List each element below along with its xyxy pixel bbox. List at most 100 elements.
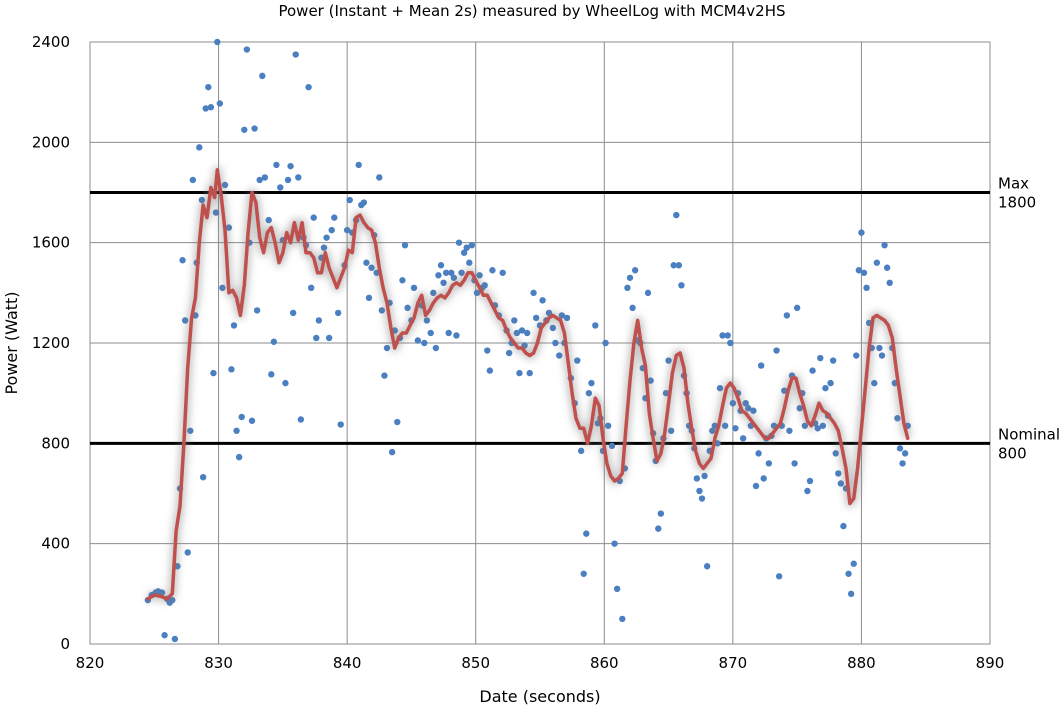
data-point (549, 324, 557, 332)
data-point (187, 427, 194, 434)
data-point (678, 282, 685, 289)
y-tick-label: 2400 (32, 33, 70, 51)
chart-title: Power (Instant + Mean 2s) measured by Wh… (278, 2, 785, 20)
y-tick-label: 1600 (32, 234, 70, 252)
data-point (511, 317, 518, 324)
data-point (858, 229, 865, 236)
data-point (448, 269, 455, 276)
data-point (259, 72, 266, 80)
data-point (289, 309, 297, 317)
data-point (608, 442, 616, 450)
data-point (631, 267, 639, 274)
data-point (588, 379, 595, 387)
data-point (307, 284, 315, 292)
data-point (863, 284, 870, 292)
data-point (613, 585, 621, 593)
data-point (611, 540, 618, 547)
data-point (468, 241, 476, 249)
data-point (253, 307, 261, 314)
data-point (755, 450, 762, 457)
data-point (365, 294, 373, 302)
data-point (256, 176, 263, 184)
data-point (437, 262, 445, 269)
data-point (619, 615, 626, 623)
data-point (243, 46, 251, 53)
data-point (273, 161, 280, 169)
data-point (806, 477, 814, 485)
reference-line-label: Max (998, 175, 1029, 193)
data-point (698, 495, 706, 502)
data-point (337, 421, 344, 428)
data-point (287, 162, 294, 170)
data-point (241, 126, 248, 133)
data-point (399, 277, 406, 284)
data-point (574, 357, 581, 364)
data-point (675, 262, 683, 269)
data-point (161, 632, 168, 639)
data-point (251, 125, 258, 132)
data-point (305, 83, 312, 91)
data-point (665, 357, 672, 364)
data-point (729, 400, 737, 407)
data-point (783, 312, 791, 319)
data-point (693, 475, 701, 482)
data-point (171, 635, 179, 643)
data-point (313, 334, 320, 342)
reference-line-value: 800 (998, 444, 1027, 462)
data-point (786, 427, 793, 434)
data-point (442, 269, 450, 276)
mean-power-line (145, 165, 912, 603)
data-point (184, 549, 191, 556)
data-point (853, 352, 860, 359)
data-point (835, 470, 842, 477)
data-point (432, 344, 440, 352)
data-point (453, 332, 460, 339)
x-tick-label: 850 (461, 654, 490, 672)
data-point (860, 269, 868, 276)
data-point (883, 264, 891, 271)
data-point (827, 379, 834, 387)
x-tick-labels: 820 830 840 850 860 870 880 890 (76, 654, 1005, 672)
data-point (212, 209, 220, 216)
data-point (847, 590, 855, 598)
data-point (881, 241, 888, 249)
data-point (624, 284, 631, 292)
data-point (360, 199, 368, 206)
data-point (440, 279, 447, 286)
data-point (248, 417, 256, 424)
data-point (721, 422, 729, 429)
data-point (773, 347, 780, 354)
data-point (489, 267, 496, 274)
x-tick-label: 830 (204, 654, 233, 672)
data-point (268, 371, 275, 378)
data-point (732, 425, 739, 432)
data-point (363, 259, 370, 266)
reference-line-label: Nominal (998, 425, 1060, 443)
data-point (368, 264, 375, 271)
x-tick-label: 880 (847, 654, 876, 672)
data-point (673, 211, 680, 219)
data-point (791, 460, 798, 467)
x-axis-label: Date (seconds) (479, 687, 600, 706)
data-point (378, 307, 386, 314)
data-point (463, 244, 470, 251)
data-point (383, 344, 391, 352)
y-tick-label: 1200 (32, 334, 70, 352)
data-point (199, 473, 207, 481)
data-point (850, 560, 857, 567)
data-point (325, 334, 333, 342)
data-point (739, 435, 747, 442)
y-tick-label: 800 (41, 434, 70, 452)
data-point (629, 304, 636, 312)
data-point (563, 314, 571, 322)
data-point (657, 510, 665, 517)
data-point (809, 367, 816, 374)
data-point (205, 83, 212, 91)
data-point (219, 284, 226, 292)
data-point (388, 448, 396, 456)
data-point (703, 563, 711, 570)
data-point (523, 329, 531, 337)
x-tick-label: 820 (76, 654, 105, 672)
data-point (670, 262, 677, 269)
data-point (310, 214, 317, 221)
